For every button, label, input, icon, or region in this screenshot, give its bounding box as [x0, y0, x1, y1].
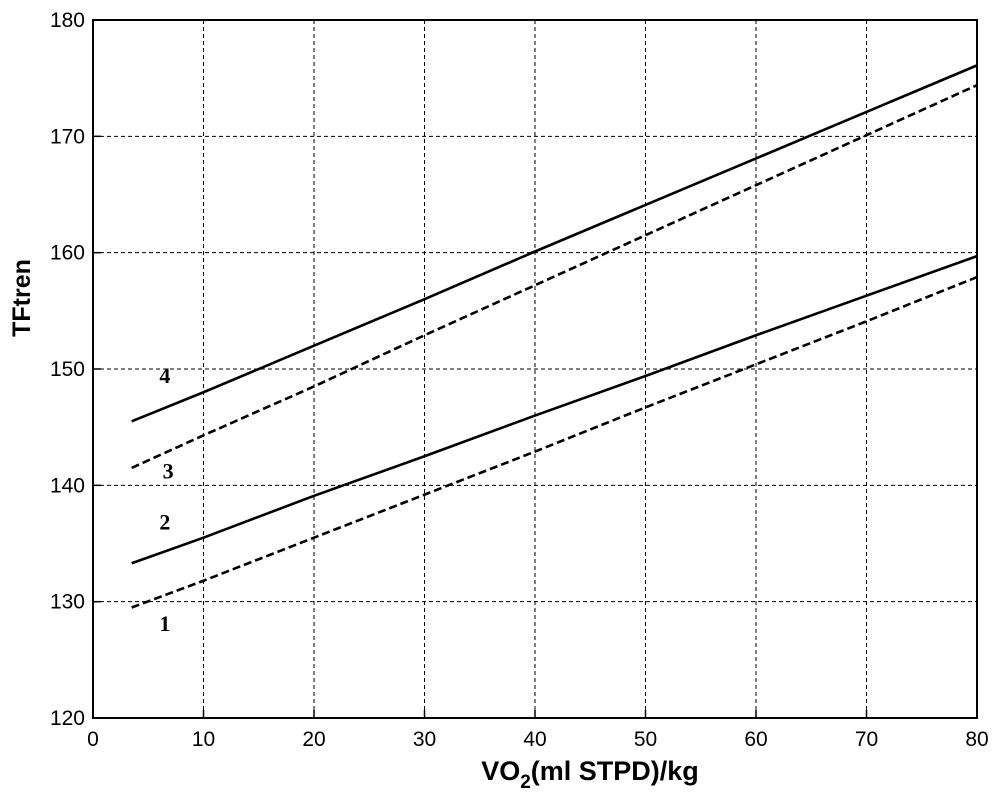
y-axis-label: TFtren: [8, 259, 36, 337]
curve-label-1: 1: [159, 611, 170, 636]
series-line-1: [131, 275, 978, 609]
x-tick-label: 50: [634, 728, 657, 751]
curve-label-4: 4: [159, 363, 170, 388]
x-axis-label-unit: (ml STPD)/kg: [531, 756, 699, 786]
curve-labels: 1 2 3 4: [159, 363, 173, 636]
curve-label-2: 2: [159, 510, 170, 535]
x-tick-label: 20: [302, 728, 325, 751]
axis-ticks: 0 10 20 30 40 50 60 70 80 120 130 140 150 160 170 180: [50, 9, 989, 751]
y-tick-label: 170: [50, 125, 85, 148]
x-axis-label: VO2(ml STPD)/kg: [481, 756, 699, 793]
x-tick-label: 10: [192, 728, 215, 751]
x-tick-label: 80: [965, 728, 988, 751]
x-tick-label: 70: [855, 728, 878, 751]
x-axis-label-main: VO: [481, 756, 520, 786]
grid-lines: [93, 20, 977, 718]
x-tick-label: 60: [744, 728, 767, 751]
y-tick-label: 180: [50, 9, 85, 32]
x-tick-label: 40: [523, 728, 546, 751]
series-lines: [131, 64, 978, 609]
x-tick-label: 30: [413, 728, 436, 751]
y-tick-label: 120: [50, 707, 85, 730]
x-axis-label-subscript: 2: [520, 772, 531, 793]
y-tick-label: 150: [50, 358, 85, 381]
y-tick-label: 130: [50, 591, 85, 614]
y-tick-label: 140: [50, 474, 85, 497]
y-tick-label: 160: [50, 242, 85, 265]
series-line-4: [131, 64, 978, 423]
curve-label-3: 3: [163, 458, 174, 483]
series-line-2: [131, 254, 978, 565]
x-tick-label: 0: [87, 728, 99, 751]
